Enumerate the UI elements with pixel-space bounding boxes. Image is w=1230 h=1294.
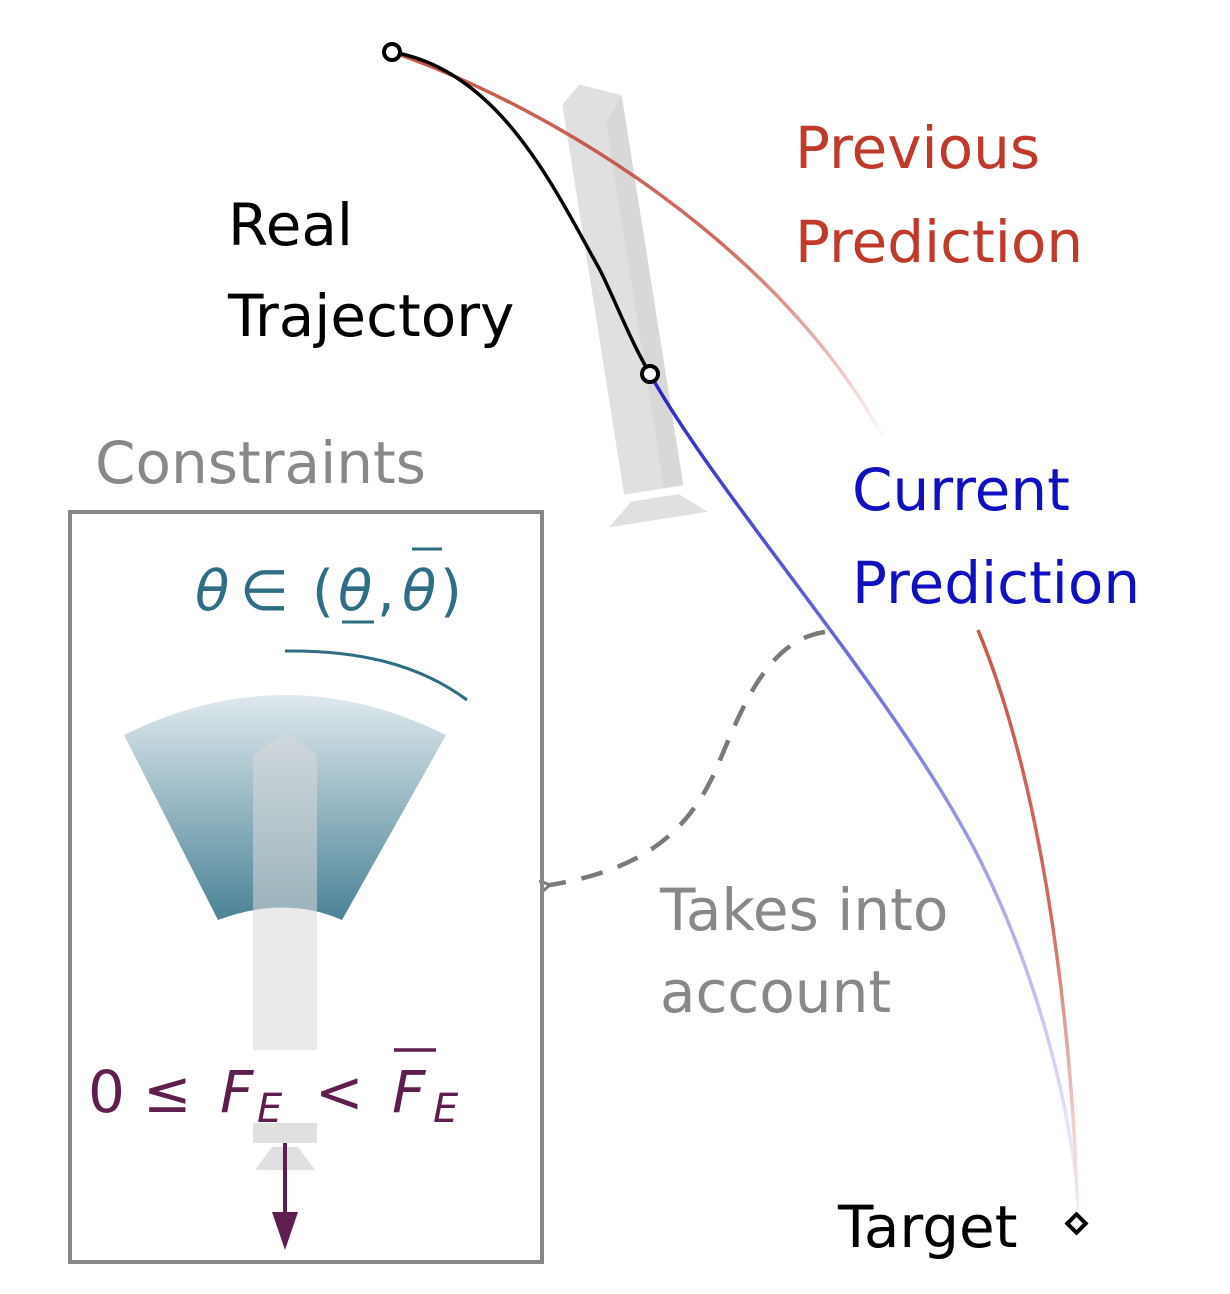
takes-into-account-label-2: account	[660, 958, 891, 1026]
svg-text:θ: θ	[402, 559, 436, 624]
svg-text:∈: ∈	[240, 559, 289, 624]
svg-text:E: E	[433, 1086, 459, 1132]
svg-text:(: (	[312, 559, 334, 624]
previous-prediction-label-1: Previous	[795, 114, 1040, 182]
svg-text:F: F	[392, 1058, 427, 1126]
svg-text:≤: ≤	[143, 1058, 192, 1126]
previous-prediction-curve-upper	[391, 50, 884, 436]
thrust-arrow-head	[272, 1212, 298, 1250]
constraints-box	[68, 510, 544, 1264]
previous-prediction-label-2: Prediction	[795, 208, 1083, 276]
real-trajectory-label-2: Trajectory	[227, 282, 514, 350]
svg-text:θ: θ	[195, 559, 229, 624]
rocket-icon	[562, 84, 708, 528]
current-prediction-label-1: Current	[852, 456, 1070, 524]
previous-prediction-curve-lower	[976, 629, 1080, 1211]
current-prediction-curve	[648, 373, 1080, 1211]
svg-text:F: F	[220, 1058, 255, 1126]
svg-text:0: 0	[88, 1058, 125, 1126]
thrust-constraint-formula: 0 ≤ F E < F E	[88, 1048, 459, 1132]
takes-into-account-label-1: Takes into	[659, 876, 948, 944]
angle-constraint-formula: θ ∈ ( θ , θ )	[195, 547, 462, 624]
current-prediction-label-2: Prediction	[852, 549, 1140, 617]
real-trajectory-curve	[391, 50, 652, 375]
constraints-label: Constraints	[95, 429, 426, 497]
svg-text:E: E	[257, 1086, 283, 1132]
angle-range-arc	[284, 649, 468, 702]
target-label: Target	[837, 1193, 1017, 1261]
svg-text:): )	[440, 559, 462, 624]
current-position-icon	[640, 364, 660, 384]
target-diamond-icon	[1064, 1211, 1089, 1236]
svg-text:,: ,	[377, 559, 395, 624]
takes-into-account-arrow	[550, 629, 826, 885]
svg-text:θ: θ	[338, 559, 372, 624]
svg-text:<: <	[315, 1058, 364, 1126]
real-trajectory-label-1: Real	[228, 191, 353, 259]
start-point-icon	[382, 42, 402, 62]
engine-rocket-icon	[253, 733, 317, 1170]
